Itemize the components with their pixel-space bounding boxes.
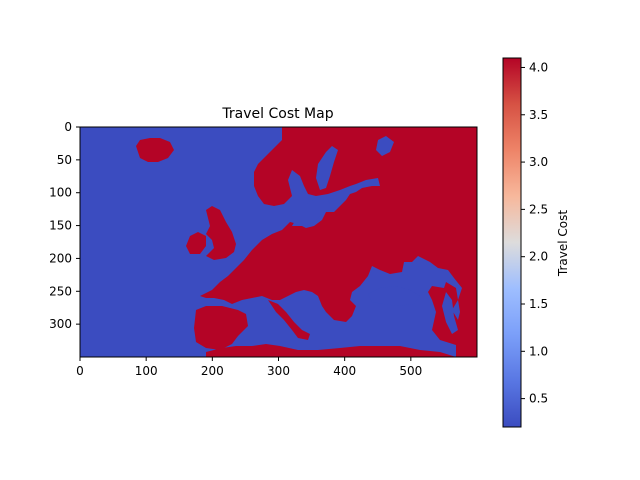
water-gulf-of-bothnia [316, 146, 338, 190]
y-tick-label: 50 [57, 153, 72, 167]
land-regions [136, 127, 477, 357]
colorbar [502, 57, 522, 428]
land-region-northeast [200, 127, 477, 357]
y-axis: 0 50 100 150 200 250 300 [49, 120, 80, 331]
water-caspian-sea [442, 292, 458, 334]
colorbar-tick-label: 1.0 [529, 344, 548, 358]
x-tick-label: 100 [135, 364, 158, 378]
colorbar-axis: 0.5 1.0 1.5 2.0 2.5 3.0 3.5 4.0 [521, 60, 548, 406]
land-region-iberia [194, 306, 248, 350]
colorbar-tick-label: 0.5 [529, 392, 548, 406]
water-features [292, 136, 458, 334]
y-tick-label: 0 [64, 120, 72, 134]
water-black-sea [368, 286, 420, 306]
land-region-italy [268, 300, 310, 340]
heatmap [80, 127, 477, 357]
x-tick-label: 200 [201, 364, 224, 378]
y-tick-label: 250 [49, 284, 72, 298]
y-tick-label: 100 [49, 186, 72, 200]
colorbar-tick-label: 4.0 [529, 60, 548, 74]
colorbar-tick-label: 2.5 [529, 202, 548, 216]
x-tick-label: 400 [333, 364, 356, 378]
land-region-iceland [136, 138, 174, 162]
land-region-ireland [186, 232, 206, 254]
colorbar-tick-label: 1.5 [529, 297, 548, 311]
x-tick-label: 0 [76, 364, 84, 378]
water-baltic-sea [292, 196, 330, 226]
chart-title: Travel Cost Map [221, 106, 333, 122]
y-tick-label: 200 [49, 251, 72, 265]
colorbar-tick-label: 2.0 [529, 250, 548, 264]
x-tick-label: 500 [399, 364, 422, 378]
colorbar-tick-label: 3.0 [529, 155, 548, 169]
y-tick-label: 150 [49, 219, 72, 233]
water-white-sea [376, 136, 394, 156]
x-tick-label: 300 [267, 364, 290, 378]
land-region-britain [206, 206, 236, 260]
colorbar-label: Travel Cost [556, 210, 570, 277]
colorbar-tick-label: 3.5 [529, 108, 548, 122]
land-region-north-africa [206, 344, 456, 357]
y-tick-label: 300 [49, 317, 72, 331]
x-axis: 0 100 200 300 400 500 [76, 357, 422, 378]
